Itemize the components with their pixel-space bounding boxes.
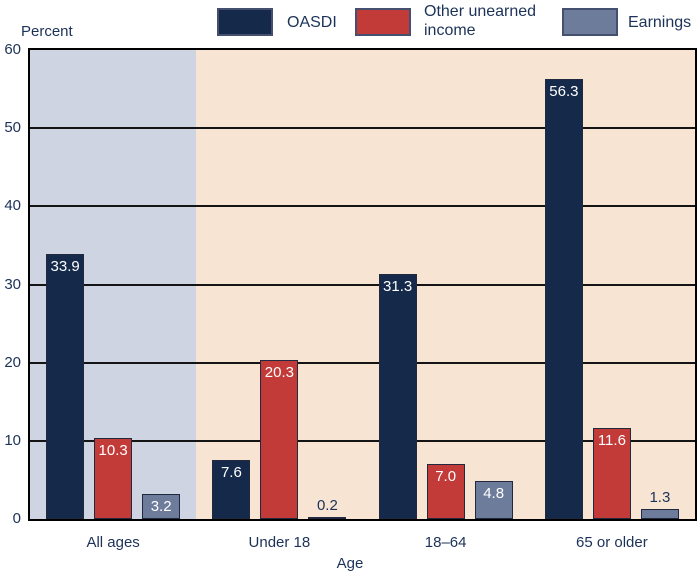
bar-value-label: 7.6 (220, 464, 242, 481)
bar (378, 274, 417, 519)
bar (592, 428, 631, 519)
legend-swatch-earnings (562, 8, 618, 36)
bar-value-label: 56.3 (549, 83, 579, 100)
y-axis-title: Percent (21, 23, 73, 40)
bar-value-label: 20.3 (264, 364, 294, 381)
legend-label-earnings: Earnings (628, 14, 692, 31)
gridline (30, 205, 695, 208)
plot-area: 33.9 7.6 31.3 56.3 10.3 20.3 7.0 11.6 3.2 0.2 4.8 1… (28, 48, 697, 521)
bar (426, 464, 465, 519)
gridline (30, 283, 695, 286)
x-axis-title: Age (336, 555, 364, 572)
legend-label-oasdi: OASDI (287, 14, 337, 31)
bar-value-label: 11.6 (597, 432, 626, 449)
bar-value-label: 0.2 (316, 497, 338, 514)
bar (142, 494, 181, 519)
legend-swatch-other-unearned-income (355, 8, 411, 36)
y-tick-label: 40 (4, 197, 21, 215)
bar-value-label: 3.2 (150, 498, 172, 515)
x-tick-label: 18–64 (424, 534, 467, 551)
y-tick-label: 10 (4, 431, 21, 449)
bar (46, 254, 85, 519)
bar-value-label: 7.0 (435, 468, 457, 485)
bar (94, 438, 133, 519)
legend-label-other-unearned-income: Other unearned income (424, 3, 537, 39)
bar-value-label: 31.3 (383, 278, 413, 295)
y-tick-label: 60 (4, 41, 21, 58)
bar-value-label: 4.8 (483, 485, 505, 502)
bar-value-label: 1.3 (649, 489, 671, 506)
bar-value-label: 10.3 (98, 442, 128, 459)
bar (212, 460, 251, 519)
gridline (30, 127, 695, 130)
x-tick-label: All ages (86, 534, 140, 551)
x-tick-label: 65 or older (576, 534, 648, 551)
gridline (30, 439, 695, 442)
y-tick-label: 30 (4, 275, 21, 293)
bar (474, 481, 513, 519)
y-tick-label: 20 (4, 353, 21, 371)
y-tick-label: 0 (12, 510, 21, 527)
bar (260, 360, 299, 519)
bar-value-label: 33.9 (50, 258, 80, 275)
bar (544, 79, 583, 519)
gridline (30, 361, 695, 364)
y-tick-label: 50 (4, 119, 21, 137)
legend-swatch-oasdi (217, 8, 273, 36)
x-tick-label: Under 18 (248, 534, 311, 551)
bar (640, 509, 679, 519)
bar (308, 517, 347, 519)
